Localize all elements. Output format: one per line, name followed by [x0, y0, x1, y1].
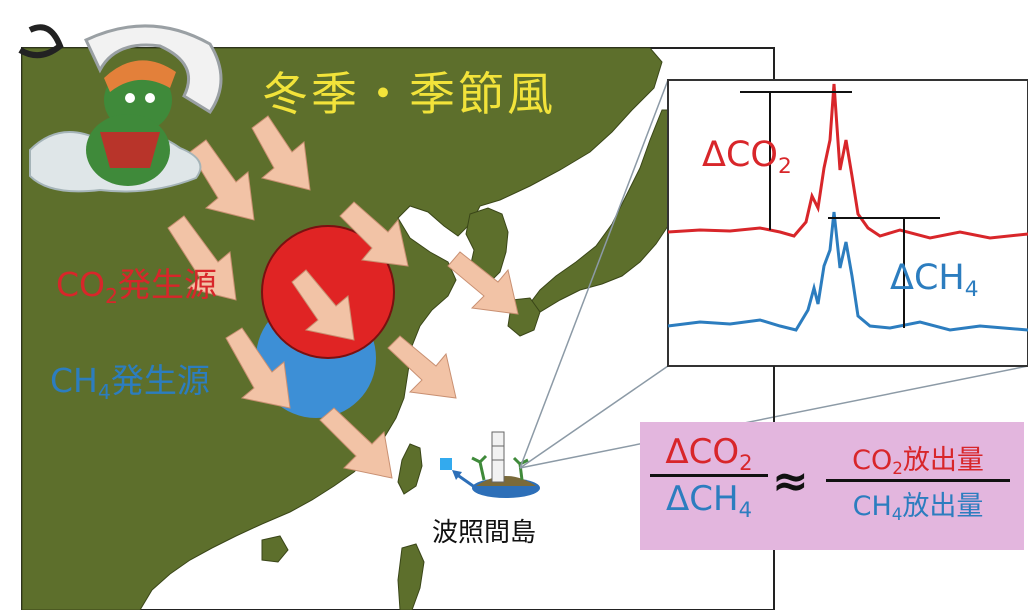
wind-arrow-6 — [291, 269, 355, 341]
co2-source-circle — [261, 225, 395, 359]
hainan — [261, 535, 289, 563]
wind-arrow-9 — [319, 407, 393, 479]
hateruma-island-label: 波照間島 — [432, 518, 537, 548]
delta-ratio-fraction: ΔCO2 ΔCH4 — [650, 432, 768, 522]
delta-ratio-numerator: ΔCO2 — [665, 432, 753, 475]
zoom-line-bottom — [519, 365, 669, 469]
co2-source-label: CO2発生源 — [56, 265, 218, 308]
delta-ratio-denominator: ΔCH4 — [666, 479, 752, 522]
zoom-line-top — [519, 79, 669, 469]
co2-series-line — [667, 83, 1028, 240]
taiwan — [397, 443, 423, 495]
wind-god-illustration — [18, 24, 223, 193]
delta-co2-label: ΔCO2 — [702, 135, 792, 179]
emission-ratio-numerator: CO2放出量 — [852, 445, 984, 479]
inset-panel — [667, 79, 1028, 367]
wind-arrow-2 — [189, 139, 255, 221]
ch4-source-label: CH4発生源 — [50, 361, 210, 404]
wind-arrow-8 — [387, 335, 457, 399]
philippines — [397, 543, 425, 610]
wind-arrow-5 — [447, 251, 519, 315]
delta-ch4-label: ΔCH4 — [890, 258, 979, 302]
wind-arrow-1 — [251, 115, 311, 191]
emission-ratio-fraction: CO2放出量 CH4放出量 — [826, 438, 1010, 525]
wind-arrow-7 — [225, 327, 291, 409]
wind-arrow-4 — [339, 201, 409, 267]
wind-arrow-3 — [167, 215, 237, 301]
fraction-bar — [826, 479, 1010, 482]
ratio-formula-box — [640, 422, 1024, 550]
emission-ratio-denominator: CH4放出量 — [852, 491, 984, 525]
fraction-bar — [650, 474, 768, 477]
hateruma-island-station — [440, 431, 540, 498]
winter-monsoon-label: 冬季・季節風 — [262, 67, 556, 121]
approx-symbol: ≈ — [772, 456, 809, 507]
